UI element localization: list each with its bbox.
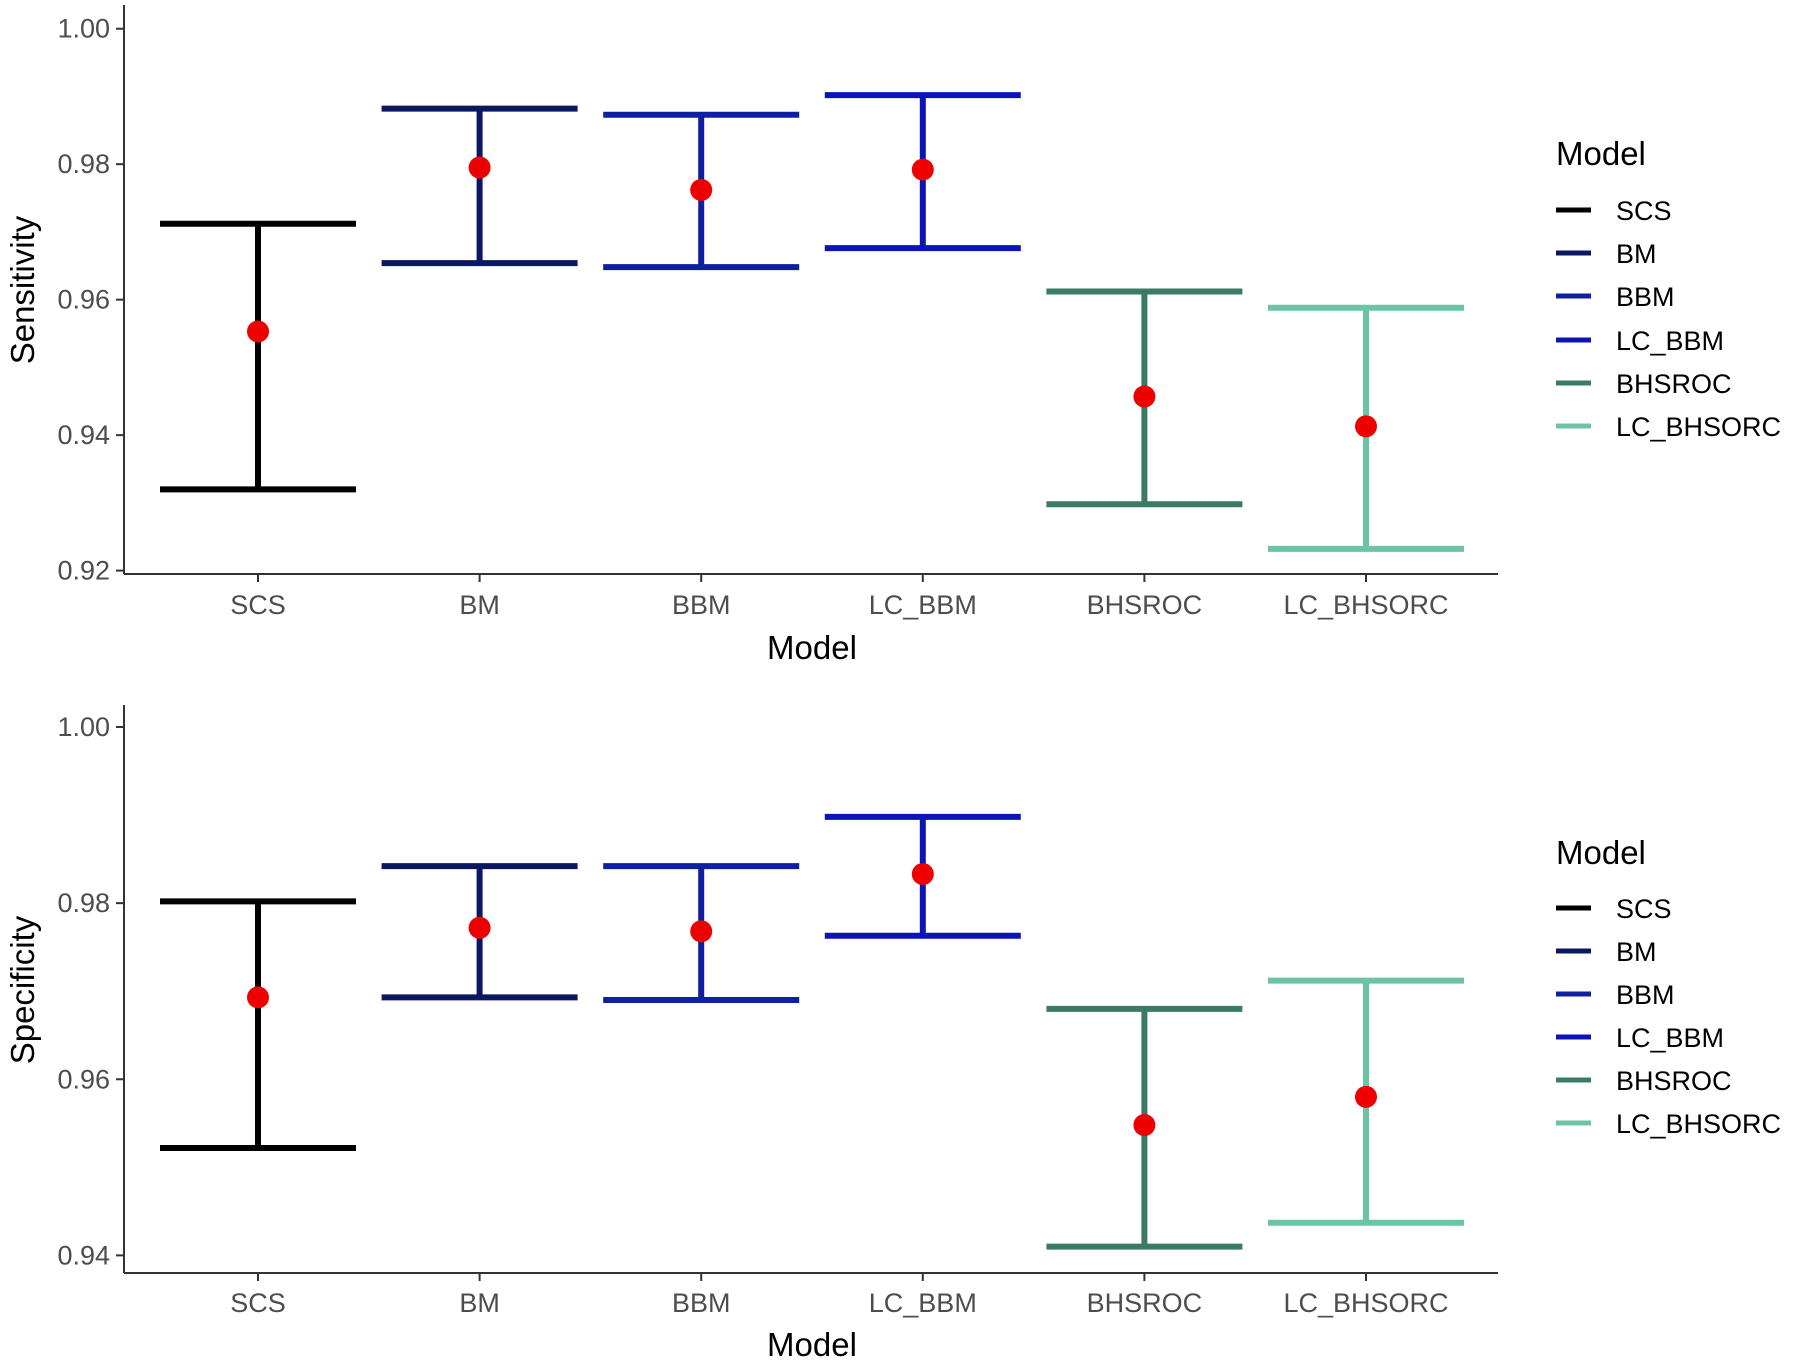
point-estimate-bbm bbox=[690, 920, 713, 943]
legend-label-lc-bbm: LC_BBM bbox=[1616, 1023, 1724, 1053]
point-estimate-bhsroc bbox=[1133, 1114, 1156, 1137]
point-estimate-lc-bhsorc bbox=[1355, 415, 1377, 438]
error-bars bbox=[160, 92, 1464, 552]
legend-item-lc-bbm: LC_BBM bbox=[1556, 326, 1724, 356]
panel-sensitivity: 0.92 0.94 0.96 0.98 1.00 SCS BM BBM LC_BBM BHSRO… bbox=[4, 5, 1781, 666]
legend-label-bbm: BBM bbox=[1616, 980, 1675, 1010]
x-tick-label-bm: BM bbox=[459, 1288, 500, 1318]
panel-specificity: 0.94 0.96 0.98 1.00 SCS BM BBM LC_BBM BHSROC LC_… bbox=[4, 705, 1781, 1363]
x-ticks: SCS BM BBM LC_BBM BHSROC LC_BHSORC bbox=[230, 1273, 1449, 1318]
x-tick-label-bhsroc: BHSROC bbox=[1087, 590, 1203, 620]
x-tick-label-lc-bhsorc: LC_BHSORC bbox=[1283, 590, 1448, 620]
legend-item-lc-bhsorc: LC_BHSORC bbox=[1556, 1109, 1781, 1139]
error-bar-scs bbox=[160, 220, 356, 493]
x-tick-label-bhsroc: BHSROC bbox=[1087, 1288, 1203, 1318]
legend-item-scs: SCS bbox=[1556, 196, 1672, 226]
legend-label-scs: SCS bbox=[1616, 196, 1672, 226]
x-tick-label-bbm: BBM bbox=[672, 1288, 731, 1318]
point-estimate-scs bbox=[247, 320, 269, 343]
legend-label-bm: BM bbox=[1616, 239, 1657, 269]
y-tick-label: 0.98 bbox=[57, 888, 110, 918]
x-axis-title: Model bbox=[767, 1326, 857, 1363]
legend: Model SCS BM BBM LC_BBM BHSROC bbox=[1556, 834, 1781, 1139]
y-axis-title: Sensitivity bbox=[4, 215, 41, 364]
legend: Model SCS BM BBM LC_BBM BHSROC bbox=[1556, 135, 1781, 442]
error-bars bbox=[160, 813, 1464, 1250]
point-estimate-bhsroc bbox=[1133, 385, 1156, 408]
legend-label-lc-bhsorc: LC_BHSORC bbox=[1616, 412, 1781, 442]
y-tick-label: 0.96 bbox=[57, 285, 110, 315]
x-tick-label-bm: BM bbox=[459, 590, 500, 620]
legend-label-bbm: BBM bbox=[1616, 282, 1675, 312]
y-tick-label: 1.00 bbox=[57, 712, 110, 742]
legend-item-bbm: BBM bbox=[1556, 282, 1675, 312]
legend-label-scs: SCS bbox=[1616, 894, 1672, 924]
y-ticks: 0.94 0.96 0.98 1.00 bbox=[57, 712, 124, 1270]
point-estimate-bbm bbox=[690, 178, 713, 201]
y-ticks: 0.92 0.94 0.96 0.98 1.00 bbox=[57, 14, 124, 586]
x-tick-label-lc-bbm: LC_BBM bbox=[869, 590, 977, 620]
legend-label-bhsroc: BHSROC bbox=[1616, 1066, 1732, 1096]
legend-item-bbm: BBM bbox=[1556, 980, 1675, 1010]
legend-label-bm: BM bbox=[1616, 937, 1657, 967]
legend-item-lc-bhsorc: LC_BHSORC bbox=[1556, 412, 1781, 442]
x-tick-label-scs: SCS bbox=[230, 590, 286, 620]
legend-label-lc-bhsorc: LC_BHSORC bbox=[1616, 1109, 1781, 1139]
legend-item-bm: BM bbox=[1556, 937, 1657, 967]
x-tick-label-bbm: BBM bbox=[672, 590, 731, 620]
legend-label-bhsroc: BHSROC bbox=[1616, 369, 1732, 399]
legend-item-bhsroc: BHSROC bbox=[1556, 369, 1732, 399]
legend-title: Model bbox=[1556, 135, 1646, 172]
x-tick-label-scs: SCS bbox=[230, 1288, 286, 1318]
legend-item-bhsroc: BHSROC bbox=[1556, 1066, 1732, 1096]
y-tick-label: 0.98 bbox=[57, 149, 110, 179]
legend-title: Model bbox=[1556, 834, 1646, 871]
point-estimate-lc-bhsorc bbox=[1355, 1085, 1377, 1108]
point-estimate-lc-bbm bbox=[911, 158, 934, 181]
error-bar-bm bbox=[381, 105, 578, 267]
error-bar-scs bbox=[160, 898, 356, 1151]
legend-label-lc-bbm: LC_BBM bbox=[1616, 326, 1724, 356]
x-axis-title: Model bbox=[767, 629, 857, 666]
x-tick-label-lc-bbm: LC_BBM bbox=[869, 1288, 977, 1318]
y-tick-label: 0.94 bbox=[57, 1240, 110, 1270]
y-tick-label: 1.00 bbox=[57, 14, 110, 44]
legend-item-bm: BM bbox=[1556, 239, 1657, 269]
point-estimate-lc-bbm bbox=[911, 863, 934, 886]
point-estimate-bm bbox=[468, 156, 491, 179]
y-tick-label: 0.96 bbox=[57, 1064, 110, 1094]
x-ticks: SCS BM BBM LC_BBM BHSROC LC_BHSORC bbox=[230, 574, 1449, 620]
point-estimates bbox=[247, 863, 1377, 1137]
legend-item-lc-bbm: LC_BBM bbox=[1556, 1023, 1724, 1053]
x-tick-label-lc-bhsorc: LC_BHSORC bbox=[1283, 1288, 1448, 1318]
point-estimate-bm bbox=[468, 916, 491, 939]
y-tick-label: 0.94 bbox=[57, 420, 110, 450]
legend-item-scs: SCS bbox=[1556, 894, 1672, 924]
y-axis-title: Specificity bbox=[4, 915, 41, 1064]
point-estimates bbox=[247, 156, 1377, 438]
y-tick-label: 0.92 bbox=[57, 556, 110, 586]
point-estimate-scs bbox=[247, 986, 269, 1009]
